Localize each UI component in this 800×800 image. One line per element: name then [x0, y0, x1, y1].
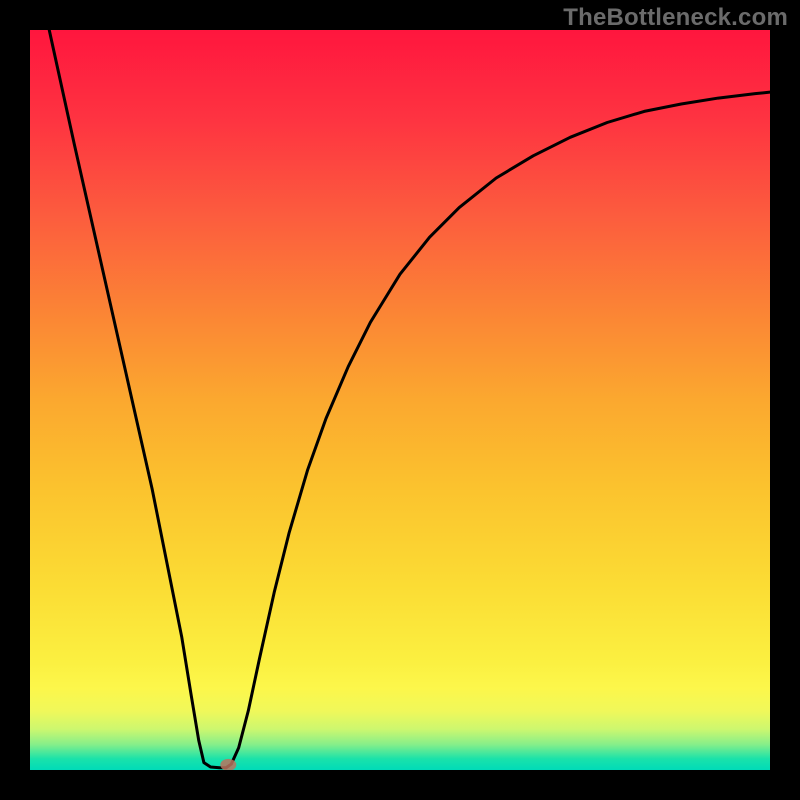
gradient-background — [30, 30, 770, 770]
watermark-text: TheBottleneck.com — [563, 4, 788, 32]
chart-frame: TheBottleneck.com — [0, 0, 800, 800]
chart-plot — [30, 30, 770, 770]
